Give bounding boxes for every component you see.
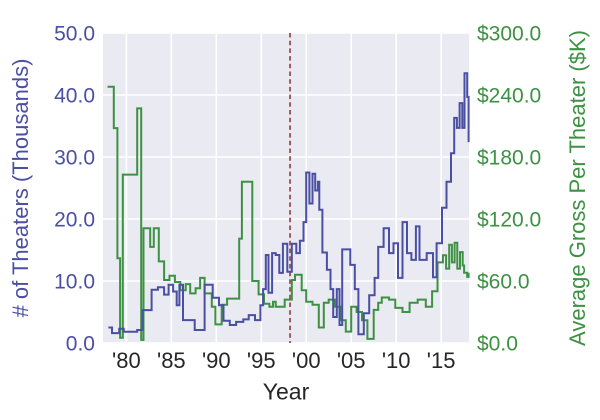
left-y-tick-label: 40.0 xyxy=(54,85,95,108)
left-y-tick-label: 20.0 xyxy=(54,209,95,232)
x-tick-label: '10 xyxy=(382,348,411,373)
x-tick-label: '85 xyxy=(157,348,186,373)
x-tick-label: '00 xyxy=(292,348,321,373)
gross-per-theater-line xyxy=(107,85,470,341)
x-tick-label: '15 xyxy=(427,348,456,373)
x-axis-title: Year xyxy=(262,378,310,405)
x-tick-label: '05 xyxy=(337,348,366,373)
x-tick-label: '95 xyxy=(247,348,276,373)
right-axis-title: Average Gross Per Theater ($K) xyxy=(565,30,590,346)
left-y-tick-label: 30.0 xyxy=(54,147,95,170)
x-tick-label: '90 xyxy=(202,348,231,373)
x-tick-label: '80 xyxy=(112,348,141,373)
right-y-tick-label: $60.0 xyxy=(477,271,530,294)
right-y-tick-label: $180.0 xyxy=(477,147,541,170)
theaters-line xyxy=(108,72,470,336)
right-y-tick-label: $0.0 xyxy=(477,333,518,356)
left-y-tick-label: 50.0 xyxy=(54,23,95,46)
right-y-tick-label: $300.0 xyxy=(477,23,541,46)
right-y-tick-label: $240.0 xyxy=(477,85,541,108)
left-axis-title: # of Theaters (Thousands) xyxy=(8,58,33,318)
plot-area xyxy=(103,33,469,343)
left-y-tick-label: 10.0 xyxy=(54,271,95,294)
left-y-tick-label: 0.0 xyxy=(66,333,95,356)
right-y-tick-label: $120.0 xyxy=(477,209,541,232)
